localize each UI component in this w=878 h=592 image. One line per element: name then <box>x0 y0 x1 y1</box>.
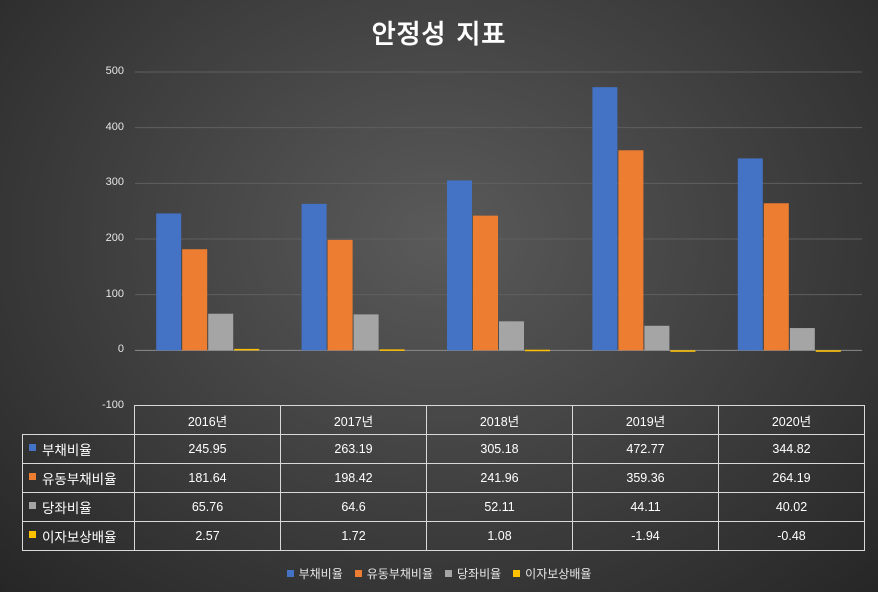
bar-3-0 <box>234 348 260 351</box>
bar-0-2 <box>447 180 472 351</box>
table-row-header: 유동부채비율 <box>22 463 135 493</box>
table-cell: 344.82 <box>718 434 865 464</box>
bar-0-1 <box>301 203 327 351</box>
legend-label: 유동부채비율 <box>366 567 433 581</box>
table-cell: 241.96 <box>426 463 573 493</box>
table-row-header: 당좌비율 <box>22 492 135 522</box>
legend-item: 부채비율 <box>286 565 343 582</box>
legend-item: 이자보상배율 <box>513 565 591 582</box>
table-cell: 40.02 <box>718 492 865 522</box>
y-tick-label: 500 <box>105 65 124 77</box>
bar-1-1 <box>327 239 353 351</box>
legend-swatch <box>354 570 362 577</box>
table-row: 유동부채비율 181.64 198.42 241.96 359.36 264.19 <box>22 463 865 493</box>
table-cell: 2.57 <box>134 521 281 551</box>
series-name: 부채비율 <box>42 443 92 458</box>
table-cell: 44.11 <box>572 492 719 522</box>
bar-3-2 <box>525 349 550 352</box>
bar-1-0 <box>182 249 208 351</box>
legend-item: 당좌비율 <box>445 565 501 582</box>
table-column-header: 2019년 <box>572 405 719 435</box>
table-column-header: 2018년 <box>426 405 573 435</box>
table-cell: 64.6 <box>280 492 427 522</box>
series-swatch <box>29 502 36 509</box>
legend-swatch <box>286 570 294 577</box>
bar-2-2 <box>499 321 524 351</box>
table-row: 당좌비율 65.76 64.6 52.11 44.11 40.02 <box>22 492 865 522</box>
chart-title: 안정성 지표 <box>371 20 507 50</box>
legend-label: 부채비율 <box>298 567 343 581</box>
bar-1-2 <box>473 215 498 351</box>
bar-1-4 <box>763 203 789 351</box>
bar-3-1 <box>379 349 405 351</box>
series-swatch <box>29 444 36 451</box>
table-cell: 359.36 <box>572 463 719 493</box>
table-row-header: 이자보상배율 <box>22 521 135 551</box>
series-swatch <box>29 473 36 480</box>
legend: 부채비율 유동부채비율 당좌비율 이자보상배율 <box>0 565 878 582</box>
table-cell: 52.11 <box>426 492 573 522</box>
series-swatch <box>29 531 36 538</box>
legend-swatch <box>513 570 521 577</box>
table-cell: 245.95 <box>134 434 281 464</box>
series-name: 유동부채비율 <box>42 472 117 487</box>
bar-1-3 <box>618 150 644 351</box>
legend-label: 당좌비율 <box>457 567 502 581</box>
table-row-header: 부채비율 <box>22 434 135 464</box>
y-tick-label: 400 <box>105 120 124 133</box>
y-tick-label: 200 <box>105 232 124 244</box>
table-cell: 263.19 <box>280 434 427 464</box>
table-column-header: 2016년 <box>134 405 281 435</box>
table-cell: 65.76 <box>134 492 281 522</box>
table-row: 부채비율 245.95 263.19 305.18 472.77 344.82 <box>22 434 865 464</box>
legend-item: 유동부채비율 <box>354 565 433 582</box>
bar-2-0 <box>208 313 234 351</box>
legend-swatch <box>445 570 452 577</box>
table-cell: -1.94 <box>572 521 719 551</box>
table-cell: 1.72 <box>280 521 427 551</box>
series-name: 당좌비율 <box>42 501 92 516</box>
y-tick-label: 0 <box>117 343 124 356</box>
table-cell: -0.48 <box>718 521 865 551</box>
table-row: 이자보상배율 2.57 1.72 1.08 -1.94 -0.48 <box>22 521 865 551</box>
y-tick-label: 100 <box>105 287 124 300</box>
table-corner <box>23 406 135 435</box>
bar-3-3 <box>670 350 696 352</box>
bar-0-0 <box>156 213 182 351</box>
y-tick-label: 300 <box>105 176 124 189</box>
bar-0-3 <box>592 87 618 351</box>
table-cell: 1.08 <box>426 521 573 551</box>
y-tick-label: -100 <box>101 399 124 411</box>
table-cell: 472.77 <box>572 434 719 464</box>
series-name: 이자보상배율 <box>42 530 117 545</box>
table-column-header: 2020년 <box>718 405 865 435</box>
bar-0-4 <box>737 158 763 351</box>
bar-2-4 <box>789 328 815 351</box>
table-column-header: 2017년 <box>280 405 427 435</box>
table-cell: 264.19 <box>718 463 865 493</box>
table-cell: 181.64 <box>134 463 281 493</box>
bar-2-1 <box>353 314 379 351</box>
table-cell: 198.42 <box>280 463 427 493</box>
table-cell: 305.18 <box>426 434 573 464</box>
bar-2-3 <box>644 325 670 351</box>
legend-label: 이자보상배율 <box>525 567 592 581</box>
bar-3-4 <box>815 350 841 352</box>
